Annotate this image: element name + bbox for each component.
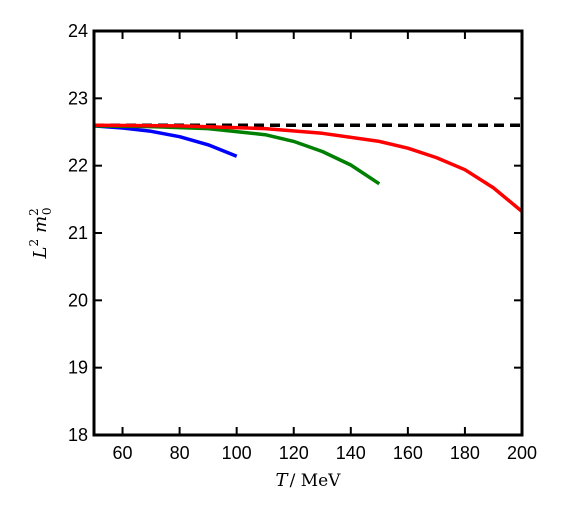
y-tick-label-24: 24 [68,21,88,41]
y-tick-label-19: 19 [68,358,88,378]
x-tick-label-100: 100 [222,443,252,463]
x-tick-label-160: 160 [393,443,423,463]
ticks-layer: 60 80 100 120 140 160 180 200 18 19 20 21 22 23 24 [68,21,537,463]
y-tick-label-22: 22 [68,156,88,176]
x-tick-label-140: 140 [336,443,366,463]
y-tick-label-18: 18 [68,425,88,445]
y-axis-exp-l: 2 [27,239,41,247]
x-tick-label-180: 180 [450,443,480,463]
x-axis-symbol: T [276,470,290,491]
x-axis-label: T / MeV [276,470,342,491]
y-axis-label: L2m20 [27,208,54,260]
plot-frame [92,29,524,437]
x-tick-label-120: 120 [279,443,309,463]
x-tick-label-80: 80 [170,443,190,463]
y-axis-exp-m: 2 [27,208,41,216]
x-axis-unit: / MeV [290,471,342,491]
y-tick-label-20: 20 [68,290,88,310]
x-tick-label-60: 60 [113,443,133,463]
y-axis-base-m: m [30,216,51,233]
series-line-3 [93,123,524,213]
series-layer [93,123,524,213]
y-tick-label-23: 23 [68,88,88,108]
y-axis-sub-m: 0 [40,208,54,216]
y-tick-label-21: 21 [68,223,88,243]
x-tick-label-200: 200 [507,443,537,463]
y-axis-base-l: L [30,247,51,260]
